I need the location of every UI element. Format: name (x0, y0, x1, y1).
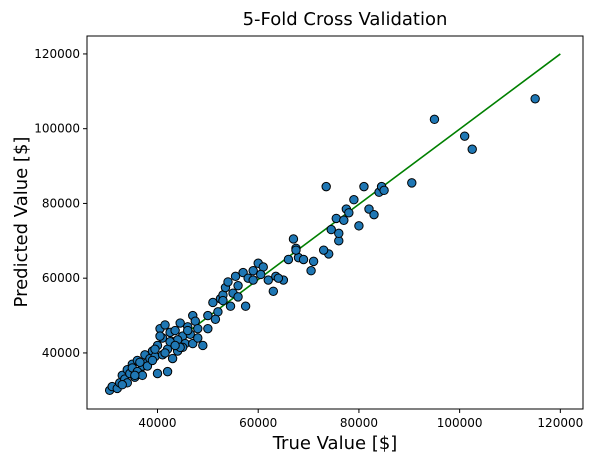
data-point (349, 195, 359, 205)
data-point (152, 368, 163, 379)
data-point (379, 185, 389, 196)
data-point (283, 254, 294, 265)
x-tick-label: 60000 (239, 416, 277, 430)
data-point (268, 286, 279, 296)
data-point (263, 275, 273, 285)
x-tick-label: 80000 (340, 416, 378, 430)
data-point (288, 234, 299, 244)
data-point (369, 209, 379, 220)
data-point (291, 245, 301, 255)
data-point (230, 271, 241, 282)
y-tick-label: 60000 (42, 271, 80, 285)
data-point (354, 221, 364, 231)
data-point (344, 208, 354, 218)
data-point (210, 314, 221, 325)
data-point (318, 245, 329, 255)
data-point (193, 323, 203, 334)
data-point (135, 357, 145, 367)
data-point (331, 213, 341, 224)
data-point (155, 331, 165, 341)
data-point (160, 348, 170, 358)
data-point (223, 277, 233, 287)
data-point (256, 269, 266, 280)
data-point (233, 292, 243, 302)
data-point (459, 131, 470, 141)
data-point (193, 333, 203, 343)
data-point (429, 114, 440, 125)
data-point (162, 366, 173, 377)
x-tick-label: 40000 (138, 416, 176, 430)
data-point (203, 323, 213, 334)
data-points-layer (104, 94, 540, 396)
y-tick-label: 80000 (42, 196, 80, 210)
data-point (359, 181, 369, 192)
data-point (530, 94, 540, 104)
data-point (467, 144, 477, 154)
y-axis-label: Predicted Value [$] (11, 137, 32, 308)
data-point (339, 215, 349, 225)
data-point (306, 266, 316, 276)
y-tick-label: 40000 (42, 346, 80, 360)
data-point (326, 224, 336, 235)
data-point (208, 297, 218, 308)
data-point (321, 181, 331, 192)
axis-ticks-layer: 40000 60000 80000 100000 120000 40000 60000 800… (34, 47, 583, 430)
data-point (170, 325, 180, 336)
data-point (407, 178, 417, 188)
data-point (233, 280, 243, 291)
data-point (150, 344, 160, 354)
data-point (218, 295, 228, 306)
data-point (175, 318, 185, 328)
data-point (130, 370, 140, 381)
data-point (160, 320, 170, 330)
y-tick-label: 120000 (34, 47, 80, 61)
data-point (248, 266, 258, 276)
chart-title: 5-Fold Cross Validation (243, 9, 448, 30)
data-point (334, 228, 344, 239)
data-point (198, 340, 208, 351)
data-point (273, 273, 284, 283)
x-tick-label: 120000 (537, 416, 583, 430)
plot-frame (86, 35, 584, 410)
data-point (117, 380, 127, 390)
data-point (203, 310, 213, 321)
x-tick-label: 100000 (437, 416, 483, 430)
y-tick-label: 100000 (34, 122, 80, 136)
data-point (240, 301, 251, 311)
data-point (298, 254, 309, 265)
data-point (147, 355, 158, 366)
data-point (308, 256, 319, 267)
data-point (248, 275, 258, 285)
x-axis-label: True Value [$] (272, 433, 398, 454)
data-point (225, 301, 236, 311)
data-point (183, 325, 193, 336)
data-point (167, 353, 178, 364)
data-point (170, 340, 180, 351)
